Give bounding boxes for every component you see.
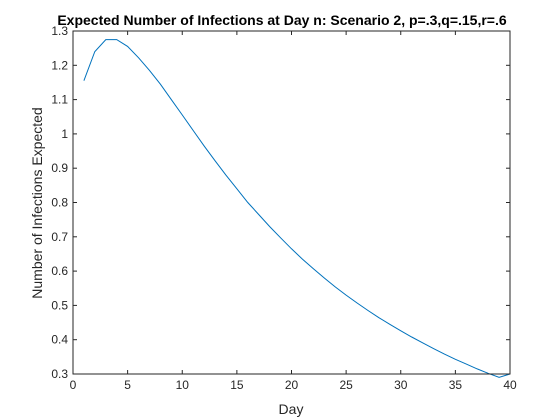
chart-title: Expected Number of Infections at Day n: … bbox=[57, 12, 507, 28]
x-tick-label: 20 bbox=[285, 378, 299, 392]
y-tick-label: 0.5 bbox=[51, 298, 68, 312]
y-tick-label: 1.2 bbox=[51, 58, 68, 72]
y-tick-label: 0.4 bbox=[51, 333, 68, 347]
y-tick-label: 1 bbox=[61, 127, 68, 141]
x-tick-label: 35 bbox=[449, 378, 463, 392]
x-axis-label: Day bbox=[279, 401, 304, 417]
series-line bbox=[83, 39, 511, 378]
plot-frame bbox=[72, 30, 511, 375]
x-tick-label: 25 bbox=[339, 378, 353, 392]
y-axis-label: Number of Infections Expected bbox=[29, 107, 45, 298]
x-tick-label: 0 bbox=[70, 378, 77, 392]
y-tick-label: 0.6 bbox=[51, 264, 68, 278]
x-tick-label: 5 bbox=[124, 378, 131, 392]
y-tick-labels: 0.3 0.4 0.5 0.6 0.7 0.8 0.9 1 1.1 1.2 1.3 bbox=[51, 24, 68, 381]
x-tick-labels: 0 5 10 15 20 25 30 35 40 bbox=[70, 378, 517, 392]
y-tick-label: 0.3 bbox=[51, 367, 68, 381]
x-tick-label: 10 bbox=[176, 378, 190, 392]
x-tick-label: 40 bbox=[503, 378, 517, 392]
y-tick-label: 1.3 bbox=[51, 24, 68, 38]
y-tick-label: 0.8 bbox=[51, 196, 68, 210]
plot-area bbox=[73, 31, 510, 374]
x-tick-label: 15 bbox=[230, 378, 244, 392]
x-tick-label: 30 bbox=[394, 378, 408, 392]
y-tick-label: 0.9 bbox=[51, 161, 68, 175]
series-layer bbox=[83, 39, 511, 378]
y-tick-label: 0.7 bbox=[51, 230, 68, 244]
y-tick-label: 1.1 bbox=[51, 93, 68, 107]
